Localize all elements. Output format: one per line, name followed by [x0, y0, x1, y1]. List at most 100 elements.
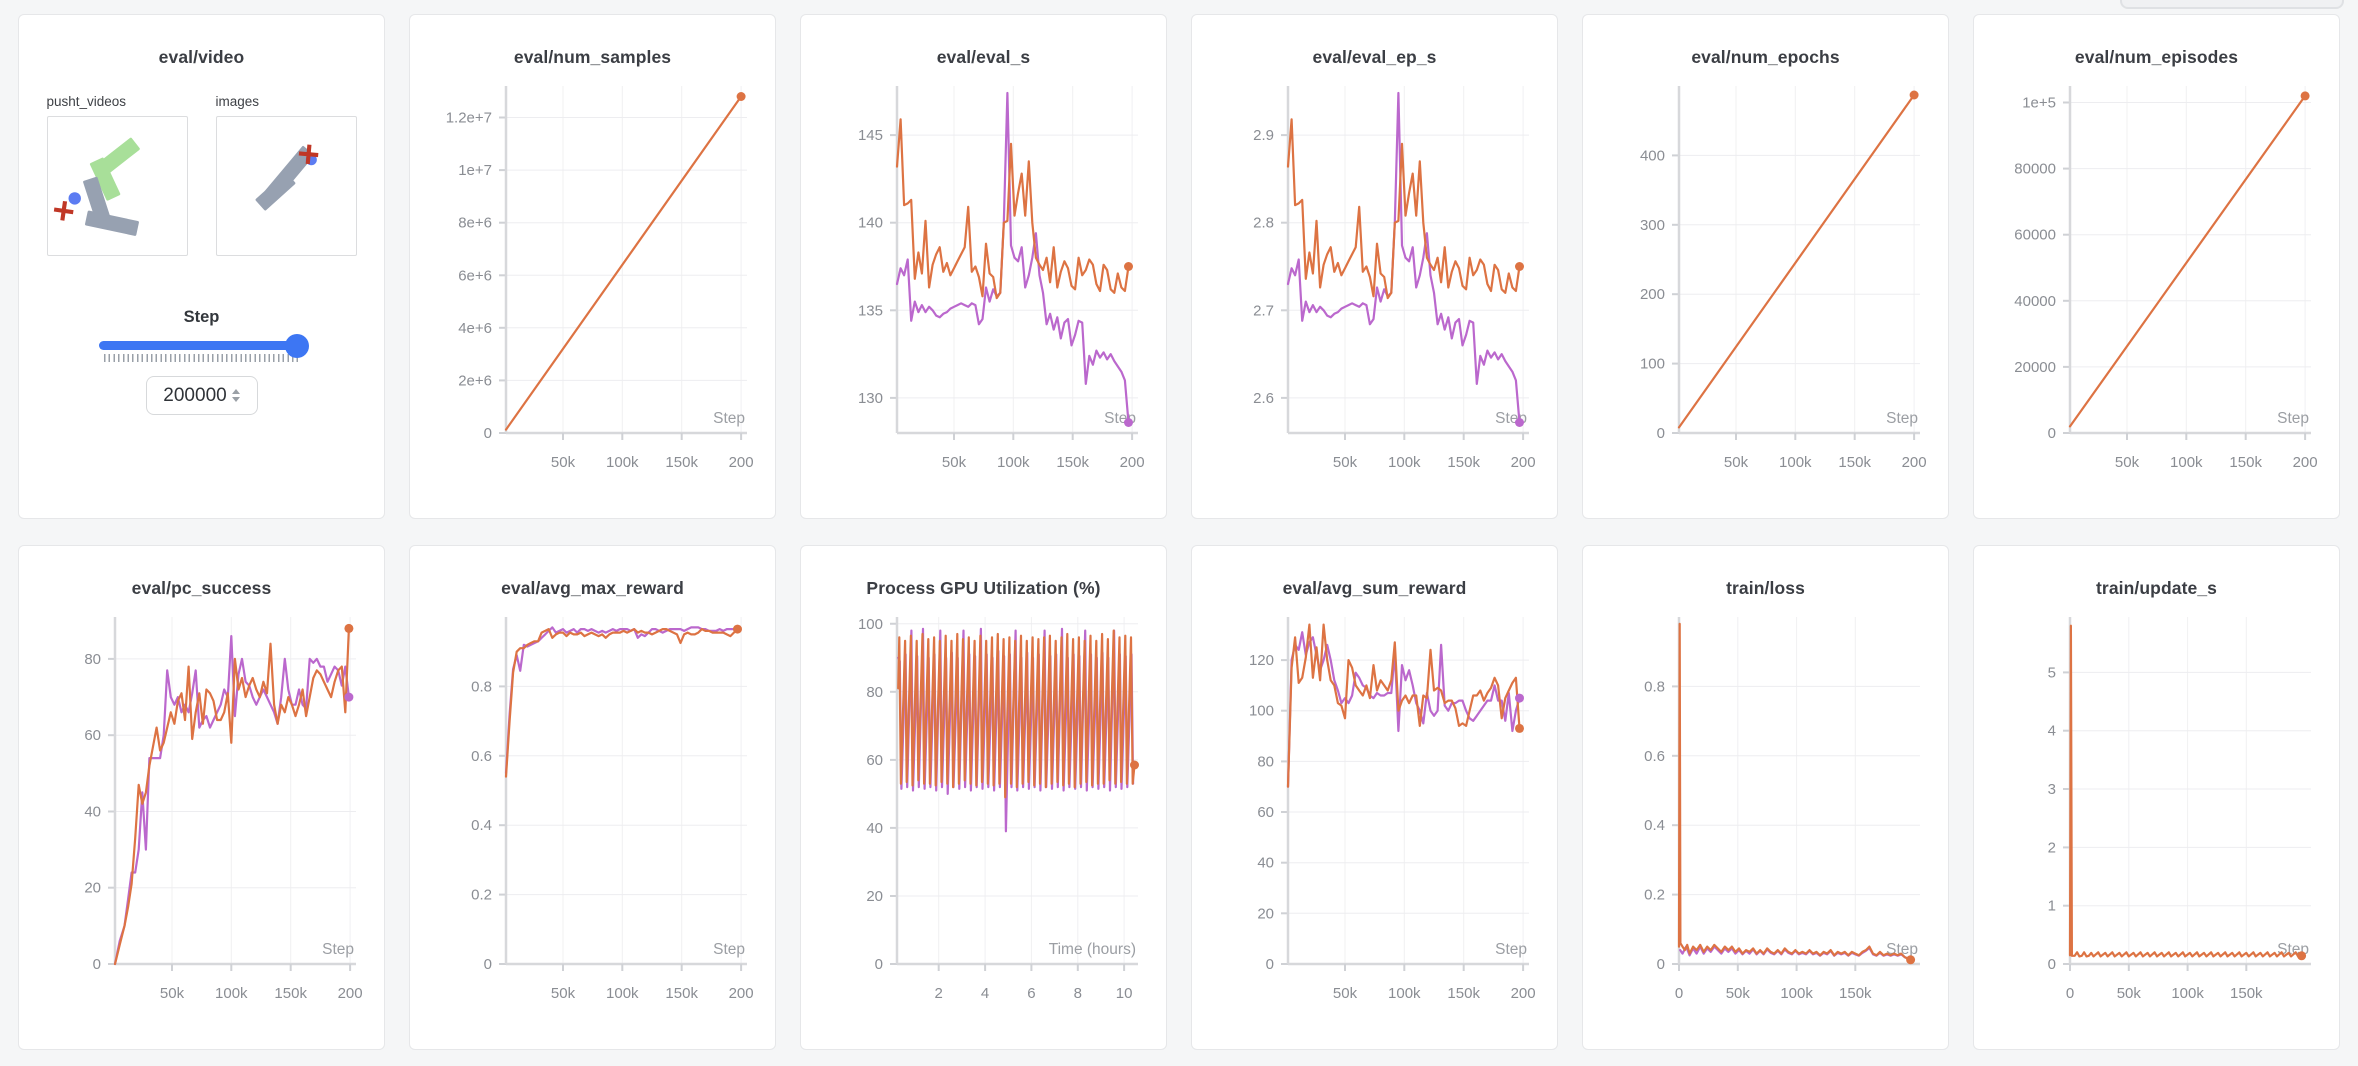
panel-title: eval/num_samples: [513, 47, 672, 67]
chart-eval-pc-success[interactable]: 0 20 40 60 80 50k 100k 150k 200 Step: [19, 607, 385, 1032]
chart-eval-num-epochs[interactable]: 0 100 200 300 400 50k 100k 150k 200 Step: [1583, 76, 1949, 501]
slider-track[interactable]: [98, 333, 309, 358]
panel-title: eval/eval_s: [936, 47, 1031, 67]
svg-text:Step: Step: [2277, 410, 2309, 427]
panel-gpu-utilization[interactable]: Process GPU Utilization (%) 0 20 40 60 80 100…: [800, 545, 1167, 1050]
svg-text:10: 10: [1116, 985, 1133, 1002]
svg-text:Step: Step: [322, 941, 354, 958]
svg-text:145: 145: [858, 127, 883, 144]
spinner-up-icon[interactable]: [231, 389, 240, 394]
svg-text:0.6: 0.6: [1644, 748, 1665, 765]
panel-train-update-s[interactable]: train/update_s 0 1 2 3 4 5 0 50k 100k 150k Step: [1973, 545, 2340, 1050]
svg-text:150k: 150k: [665, 985, 698, 1002]
svg-text:5: 5: [2048, 664, 2056, 681]
panel-eval-avg-sum-reward[interactable]: eval/avg_sum_reward 0 20 40 60 80 100 120 50k 10…: [1191, 545, 1558, 1050]
svg-text:0: 0: [2066, 985, 2074, 1002]
panel-eval-eval-ep-s[interactable]: eval/eval_ep_s 2.6 2.7 2.8 2.9 50k 100k 150k 20…: [1191, 14, 1558, 519]
step-input[interactable]: 200000: [145, 376, 258, 415]
svg-text:0: 0: [2048, 956, 2056, 973]
svg-text:8e+6: 8e+6: [458, 215, 492, 232]
svg-text:80: 80: [1257, 753, 1274, 770]
step-value[interactable]: 200000: [163, 384, 227, 406]
chart-eval-num-episodes[interactable]: 0 20000 40000 60000 80000 1e+5 50k 100k 150k 200 S…: [1974, 76, 2340, 501]
panel-train-loss[interactable]: train/loss 0 0.2 0.4 0.6 0.8 0 50k 100k 150k Step: [1582, 545, 1949, 1050]
svg-text:50k: 50k: [1333, 985, 1358, 1002]
svg-text:200: 200: [1902, 454, 1927, 471]
svg-text:0: 0: [875, 956, 883, 973]
svg-text:0.4: 0.4: [471, 817, 492, 834]
svg-text:100k: 100k: [1388, 985, 1421, 1002]
panel-eval-eval-s[interactable]: eval/eval_s 130 135 140 145 50k 100k 150k 200 St…: [800, 14, 1167, 519]
panel-eval-avg-max-reward[interactable]: eval/avg_max_reward 0 0.2 0.4 0.6 0.8 50k 100k…: [409, 545, 776, 1050]
svg-text:1e+7: 1e+7: [458, 162, 492, 179]
svg-text:200: 200: [2293, 454, 2318, 471]
pusht-video-thumbnail[interactable]: [46, 116, 188, 256]
panel-eval-num-epochs[interactable]: eval/num_epochs 0 100 200 300 400 50k 100k 150k…: [1582, 14, 1949, 519]
clipped-panel-edge: [2120, 0, 2344, 9]
svg-text:60: 60: [1257, 804, 1274, 821]
svg-text:50k: 50k: [2115, 454, 2140, 471]
thumbnail-label: pusht_videos: [46, 94, 127, 109]
step-slider[interactable]: [98, 333, 309, 362]
panel-title: Process GPU Utilization (%): [866, 578, 1101, 598]
svg-text:60000: 60000: [2014, 227, 2056, 244]
svg-text:150k: 150k: [665, 454, 698, 471]
spinner-down-icon[interactable]: [231, 397, 240, 402]
svg-text:200: 200: [1511, 454, 1536, 471]
svg-text:Time (hours): Time (hours): [1049, 941, 1136, 958]
svg-text:0: 0: [93, 956, 101, 973]
panel-eval-num-samples[interactable]: eval/num_samples 0 2e+6 4e+6 6e+6 8e+6 1e+7 1.…: [409, 14, 776, 519]
svg-text:100k: 100k: [2170, 454, 2203, 471]
svg-text:1.2e+7: 1.2e+7: [446, 110, 492, 127]
svg-text:150k: 150k: [1838, 454, 1871, 471]
svg-text:0.2: 0.2: [1644, 887, 1665, 904]
svg-text:0: 0: [1657, 425, 1665, 442]
svg-text:0.4: 0.4: [1644, 817, 1665, 834]
svg-text:20: 20: [1257, 905, 1274, 922]
svg-text:0: 0: [484, 425, 492, 442]
svg-text:2: 2: [2048, 839, 2056, 856]
svg-text:80000: 80000: [2014, 161, 2056, 178]
panel-eval-video[interactable]: eval/video pusht_videos images: [18, 14, 385, 519]
chart-gpu-utilization[interactable]: 0 20 40 60 80 100 2 4 6 8 10 Time (hours): [801, 607, 1167, 1032]
svg-text:120: 120: [1249, 652, 1274, 669]
panel-eval-num-episodes[interactable]: eval/num_episodes 0 20000 40000 60000 80000 1…: [1973, 14, 2340, 519]
svg-text:100k: 100k: [606, 985, 639, 1002]
svg-text:50k: 50k: [942, 454, 967, 471]
panel-title: eval/avg_max_reward: [501, 578, 684, 598]
svg-text:40000: 40000: [2014, 293, 2056, 310]
stepper-spinner[interactable]: [231, 389, 240, 402]
panel-eval-pc-success[interactable]: eval/pc_success 0 20 40 60 80 50k 100k 150k 200 S…: [18, 545, 385, 1050]
svg-text:200: 200: [1511, 985, 1536, 1002]
svg-text:50k: 50k: [1333, 454, 1358, 471]
svg-text:20: 20: [84, 880, 101, 897]
svg-text:100k: 100k: [997, 454, 1030, 471]
svg-text:40: 40: [866, 820, 883, 837]
panel-title: eval/pc_success: [131, 578, 272, 598]
svg-text:200: 200: [1120, 454, 1145, 471]
chart-eval-num-samples[interactable]: 0 2e+6 4e+6 6e+6 8e+6 1e+7 1.2e+7 50k 100k 150k 20…: [410, 76, 776, 501]
svg-text:100k: 100k: [1780, 985, 1813, 1002]
svg-text:6: 6: [1027, 985, 1035, 1002]
svg-text:100: 100: [1249, 703, 1274, 720]
pusht-image-scene-icon: [255, 144, 318, 211]
panel-title: train/update_s: [2095, 578, 2217, 598]
slider-knob[interactable]: [284, 333, 309, 358]
svg-text:100k: 100k: [606, 454, 639, 471]
pusht-scene-icon: [53, 137, 140, 236]
svg-text:4e+6: 4e+6: [458, 320, 492, 337]
svg-text:100k: 100k: [1779, 454, 1812, 471]
images-thumbnail[interactable]: [215, 116, 357, 256]
svg-text:60: 60: [866, 752, 883, 769]
svg-text:0: 0: [1266, 956, 1274, 973]
chart-eval-avg-max-reward[interactable]: 0 0.2 0.4 0.6 0.8 50k 100k 150k 200 Step: [410, 607, 776, 1032]
svg-text:2.8: 2.8: [1253, 215, 1274, 232]
chart-eval-avg-sum-reward[interactable]: 0 20 40 60 80 100 120 50k 100k 150k 200 Step: [1192, 607, 1558, 1032]
media-thumbnails: pusht_videos images: [19, 94, 384, 256]
thumbnail-label: images: [215, 94, 260, 109]
panel-title: eval/num_epochs: [1691, 47, 1840, 67]
